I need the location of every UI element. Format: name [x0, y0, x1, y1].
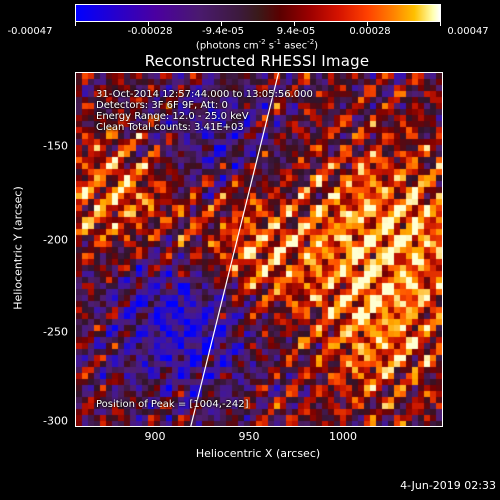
y-tick-label: -250: [43, 325, 68, 339]
render-timestamp: 4-Jun-2019 02:33: [400, 479, 496, 492]
x-tick-label: 1000: [329, 430, 357, 443]
colorbar-tick: [75, 22, 76, 26]
x-tick-label: 950: [238, 430, 260, 443]
info-clean-counts: Clean Total counts: 3.41E+03: [96, 122, 244, 133]
colorbar-label: 0.00028: [349, 26, 391, 37]
colorbar-label: 0.00047: [447, 26, 489, 37]
colorbar-tick: [221, 22, 222, 26]
colorbar-tick: [367, 22, 368, 26]
colorbar-label: -9.4e-05: [202, 26, 244, 37]
solar-limb-line: [190, 73, 280, 426]
heatmap-image: [76, 73, 442, 426]
info-detectors: Detectors: 3F 6F 9F, Att: 0: [96, 100, 228, 111]
colorbar: [75, 4, 441, 22]
info-time-range: 31-Oct-2014 12:57:44.000 to 13:05:56.000: [96, 89, 313, 100]
x-tick-label: 900: [144, 430, 166, 443]
y-tick-label: -300: [43, 414, 68, 428]
colorbar-unit: (photons cm-2 s-1 asec-2): [195, 38, 319, 52]
limb-overlay: [190, 73, 280, 426]
y-tick-label: -150: [43, 139, 68, 153]
colorbar-label: -0.00028: [127, 26, 173, 37]
colorbar-tick: [148, 22, 149, 26]
x-axis-label: Heliocentric X (arcsec): [195, 447, 321, 460]
plot-title: Reconstructed RHESSI Image: [144, 52, 370, 70]
colorbar-tick: [294, 22, 295, 26]
colorbar-label: -0.00047: [7, 26, 53, 37]
image-plot-area: 31-Oct-2014 12:57:44.000 to 13:05:56.000…: [75, 72, 443, 427]
colorbar-tick: [440, 22, 441, 26]
y-axis-label: Heliocentric Y (arcsec): [11, 186, 25, 310]
info-energy-range: Energy Range: 12.0 - 25.0 keV: [96, 111, 249, 122]
colorbar-label: 9.4e-05: [276, 26, 316, 37]
peak-position-label: Position of Peak = [1004,-242]: [96, 399, 249, 410]
y-tick-label: -200: [43, 233, 68, 247]
